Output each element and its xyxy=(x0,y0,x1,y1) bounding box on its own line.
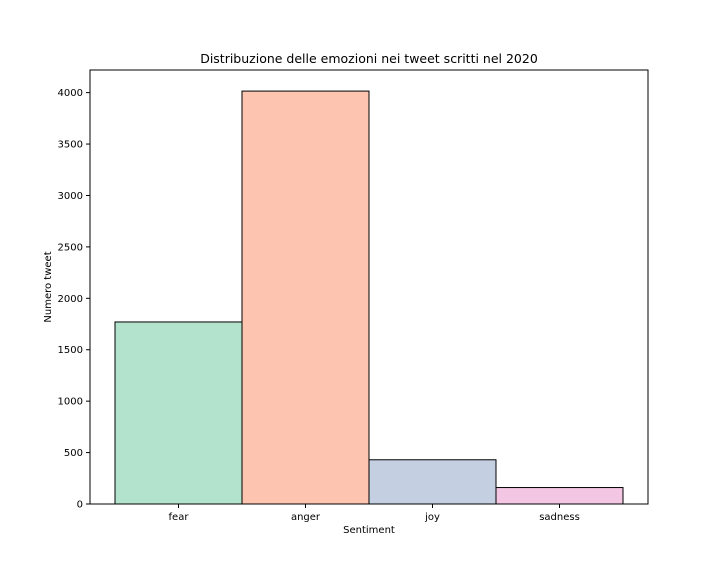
bar-sadness xyxy=(495,487,624,505)
y-tick-label-3500: 3500 xyxy=(58,140,83,151)
x-axis-label: Sentiment xyxy=(343,525,395,536)
y-tick-label-2000: 2000 xyxy=(58,294,83,305)
chart-title: Distribuzione delle emozioni nei tweet s… xyxy=(200,51,538,66)
y-tick-label-1000: 1000 xyxy=(58,397,83,408)
bar-fear xyxy=(114,321,243,505)
y-axis: 0 500 1000 1500 2000 2500 3000 3500 4000 xyxy=(58,88,90,511)
plot-frame xyxy=(89,69,649,505)
y-tick-label-0: 0 xyxy=(77,500,83,511)
x-tick-label-joy: joy xyxy=(424,512,440,523)
y-tick-label-4000: 4000 xyxy=(58,88,83,99)
y-axis-label: Numero tweet xyxy=(43,251,54,322)
bars-group xyxy=(114,90,624,505)
y-tick-label-500: 500 xyxy=(64,448,83,459)
y-tick-label-2500: 2500 xyxy=(58,242,83,253)
y-tick-label-3000: 3000 xyxy=(58,191,83,202)
bar-anger xyxy=(241,90,370,505)
x-axis: fear anger joy sadness xyxy=(169,504,580,523)
x-tick-label-fear: fear xyxy=(169,512,190,523)
y-tick-label-1500: 1500 xyxy=(58,345,83,356)
bar-joy xyxy=(368,459,497,505)
x-tick-label-anger: anger xyxy=(291,512,321,523)
x-tick-label-sadness: sadness xyxy=(539,512,580,523)
